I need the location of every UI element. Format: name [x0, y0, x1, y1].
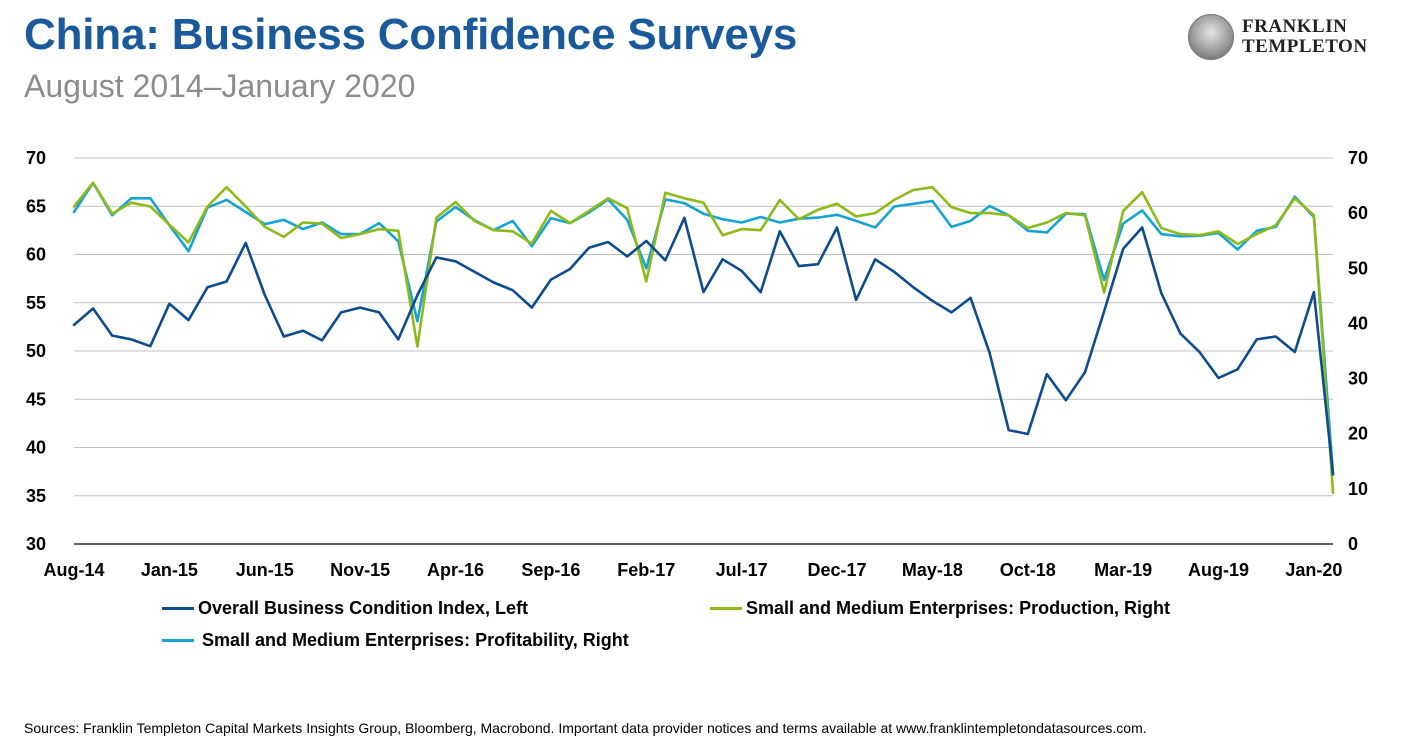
left-tick-label: 60	[26, 245, 46, 265]
line-chart: 30 35 40 45 50 55 60 65 70 0 10 20 30 40 50 60 70 Aug-1…	[26, 148, 1368, 580]
left-axis-labels: 30 35 40 45 50 55 60 65 70	[26, 148, 46, 554]
x-tick-label: Apr-16	[427, 560, 484, 580]
x-tick-label: Dec-17	[808, 560, 867, 580]
x-tick-label: Aug-19	[1188, 560, 1249, 580]
left-tick-label: 50	[26, 341, 46, 361]
legend-label-overall: Overall Business Condition Index, Left	[198, 598, 529, 618]
page-subtitle: August 2014–January 2020	[24, 68, 416, 104]
left-tick-label: 65	[26, 196, 46, 216]
right-tick-label: 10	[1348, 479, 1368, 499]
source-note: Sources: Franklin Templeton Capital Mark…	[24, 720, 1147, 736]
left-tick-label: 55	[26, 293, 46, 313]
x-tick-label: Nov-15	[330, 560, 390, 580]
right-tick-label: 60	[1348, 203, 1368, 223]
x-tick-label: Mar-19	[1094, 560, 1152, 580]
legend-swatch-overall	[162, 607, 194, 610]
legend-label-production: Small and Medium Enterprises: Production…	[746, 598, 1171, 618]
right-tick-label: 70	[1348, 148, 1368, 168]
logo-line-2: TEMPLETON	[1242, 36, 1368, 57]
x-tick-label: Sep-16	[521, 560, 580, 580]
left-tick-label: 45	[26, 389, 46, 409]
grid-lines	[74, 157, 1333, 545]
logo-line-1: FRANKLIN	[1242, 16, 1348, 37]
left-tick-label: 40	[26, 438, 46, 458]
series-lines	[72, 181, 1335, 495]
legend-item-profitability: Small and Medium Enterprises: Profitabil…	[162, 630, 629, 651]
page-title: China: Business Confidence Surveys	[24, 10, 798, 59]
series-line-0	[72, 216, 1335, 476]
right-axis-labels: 0 10 20 30 40 50 60 70	[1348, 148, 1368, 554]
left-tick-label: 35	[26, 486, 46, 506]
legend-item-overall: Overall Business Condition Index, Left	[162, 598, 528, 619]
legend-swatch-profitability	[162, 639, 194, 642]
left-tick-label: 70	[26, 148, 46, 168]
right-tick-label: 20	[1348, 424, 1368, 444]
right-tick-label: 0	[1348, 534, 1358, 554]
right-tick-label: 50	[1348, 258, 1368, 278]
right-tick-label: 30	[1348, 369, 1368, 389]
x-tick-label: Feb-17	[617, 560, 675, 580]
x-tick-label: Jan-15	[141, 560, 198, 580]
x-tick-label: Jun-15	[236, 560, 294, 580]
x-tick-label: Jul-17	[716, 560, 768, 580]
left-tick-label: 30	[26, 534, 46, 554]
x-tick-label: May-18	[902, 560, 963, 580]
series-line-2	[72, 181, 1335, 476]
x-tick-label: Oct-18	[1000, 560, 1056, 580]
franklin-templeton-logo: FRANKLIN TEMPLETON	[1188, 14, 1398, 60]
x-tick-label: Jan-20	[1285, 560, 1342, 580]
legend-swatch-production	[710, 607, 742, 610]
x-axis-labels: Aug-14 Jan-15 Jun-15 Nov-15 Apr-16 Sep-16 Feb-…	[43, 560, 1342, 580]
legend-label-profitability: Small and Medium Enterprises: Profitabil…	[202, 630, 629, 650]
x-tick-label: Aug-14	[43, 560, 104, 580]
portrait-seal-icon	[1188, 14, 1234, 60]
chart-legend: Overall Business Condition Index, Left S…	[0, 590, 1423, 660]
logo-wordmark: FRANKLIN TEMPLETON	[1242, 17, 1368, 57]
legend-item-production: Small and Medium Enterprises: Production…	[710, 598, 1170, 619]
series-line-1	[72, 181, 1335, 495]
right-tick-label: 40	[1348, 313, 1368, 333]
